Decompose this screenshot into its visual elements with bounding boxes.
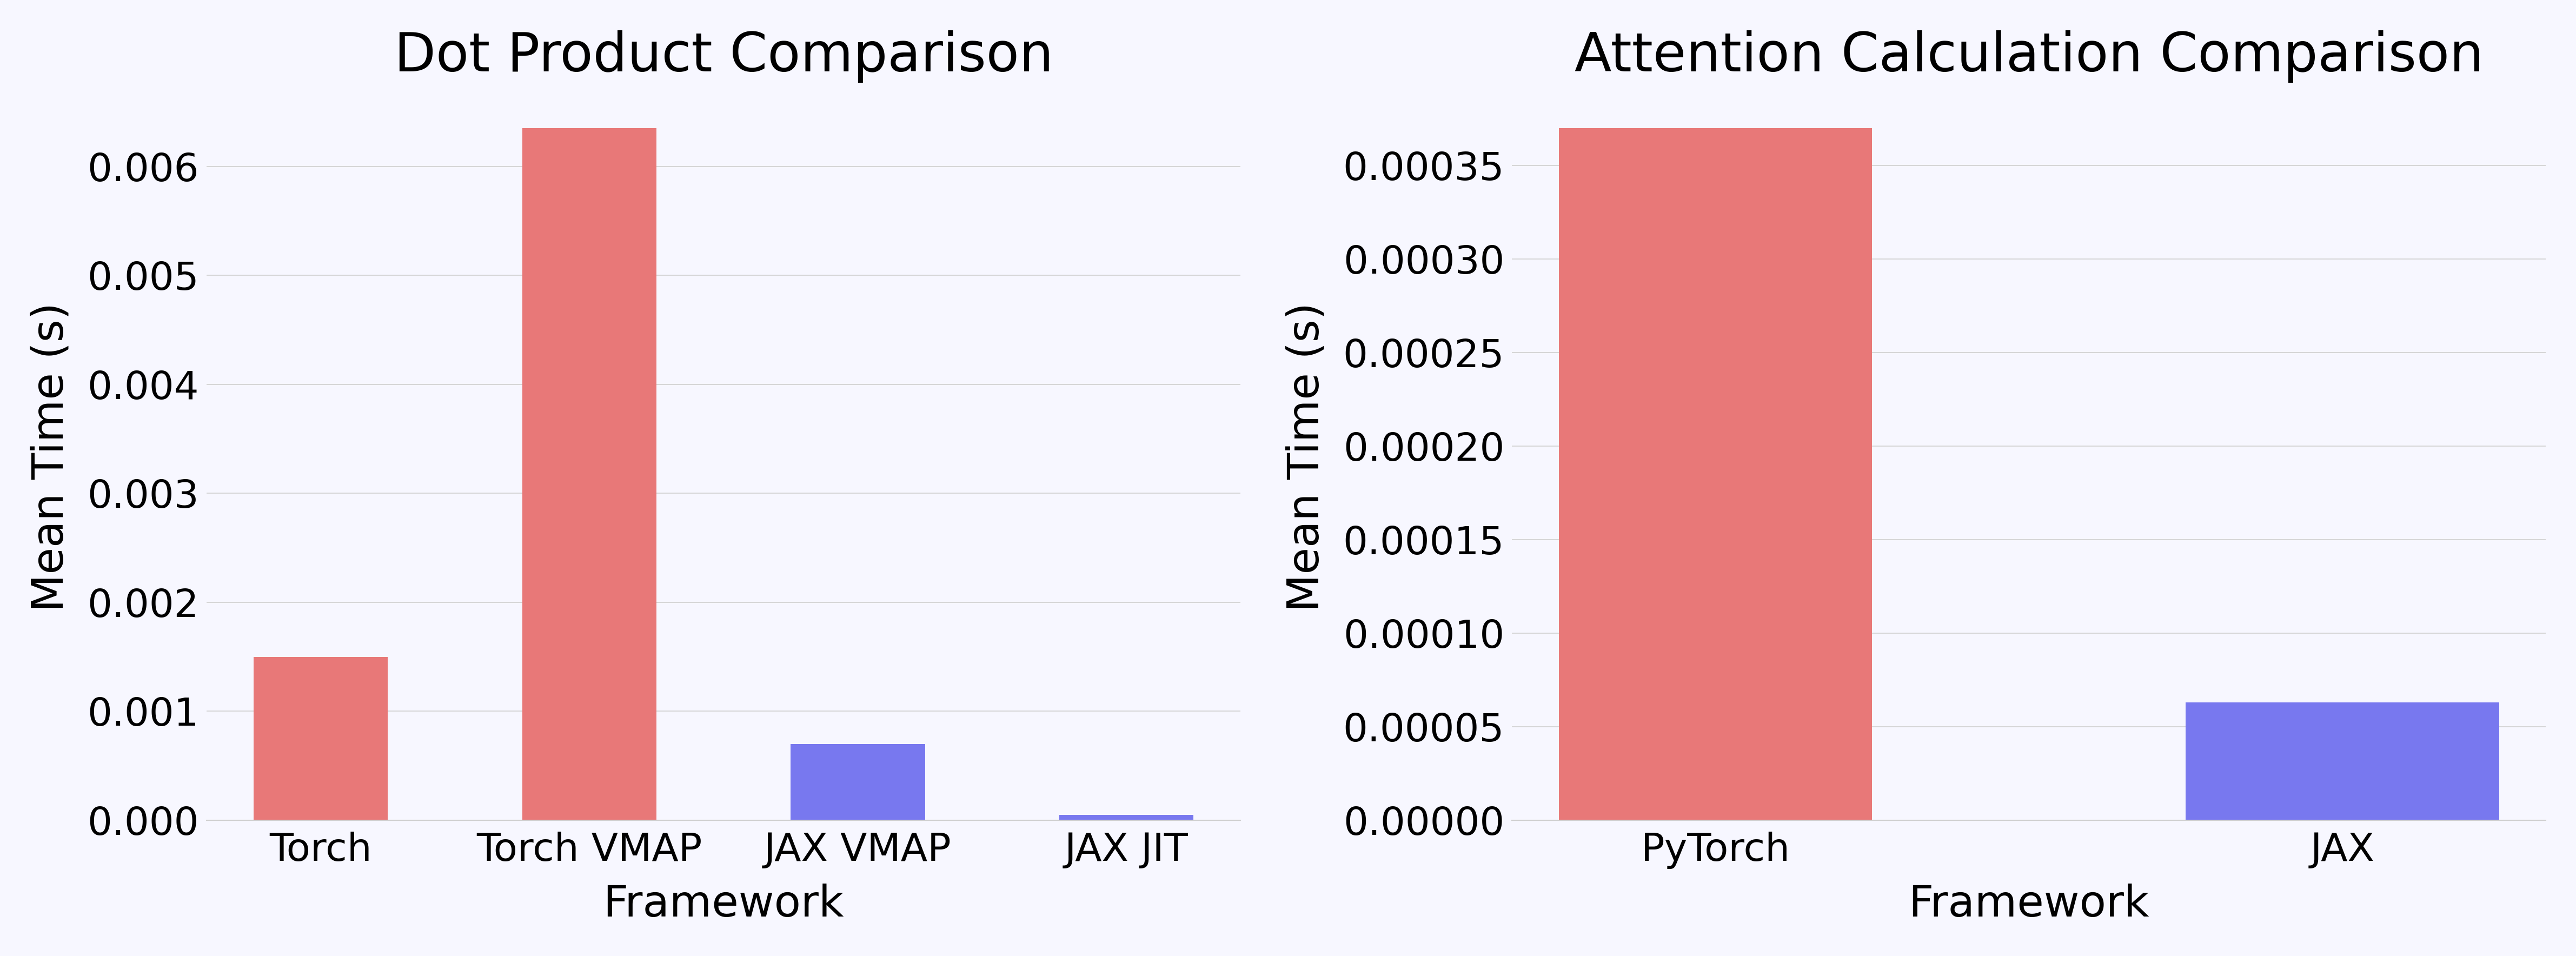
- Bar: [1558, 128, 1873, 820]
- Y-axis label: Mean Time (s): Mean Time (s): [31, 302, 72, 612]
- Y-axis label: Mean Time (s): Mean Time (s): [1285, 302, 1327, 612]
- Title: Attention Calculation Comparison: Attention Calculation Comparison: [1574, 30, 2483, 82]
- Bar: [2184, 703, 2499, 820]
- Bar: [252, 657, 389, 820]
- X-axis label: Framework: Framework: [603, 883, 845, 926]
- Title: Dot Product Comparison: Dot Product Comparison: [394, 30, 1054, 82]
- Bar: [1059, 815, 1193, 820]
- X-axis label: Framework: Framework: [1909, 883, 2148, 926]
- Bar: [523, 128, 657, 820]
- Bar: [791, 744, 925, 820]
